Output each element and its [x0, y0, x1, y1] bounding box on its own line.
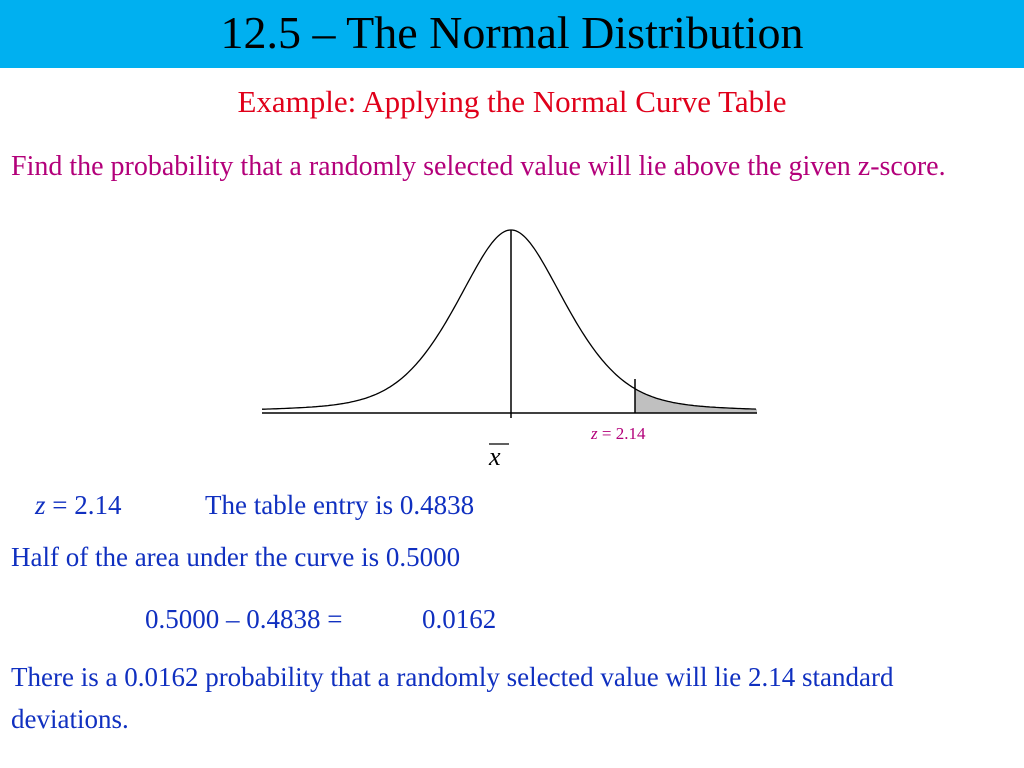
- conclusion: There is a 0.0162 probability that a ran…: [11, 662, 894, 734]
- table-entry: The table entry is 0.4838: [205, 490, 475, 520]
- mean-label: x: [489, 442, 501, 471]
- shaded-tail: [635, 388, 757, 413]
- z-value: = 2.14: [601, 424, 646, 443]
- expression: 0.5000 – 0.4838 =: [145, 604, 343, 634]
- z-symbol: z: [35, 490, 46, 520]
- z-line-text: z = 2.14: [35, 490, 122, 521]
- result: 0.0162: [422, 604, 497, 634]
- z-annotation: z = 2.14: [591, 424, 645, 444]
- slide-subtitle: Example: Applying the Normal Curve Table: [237, 84, 787, 119]
- prompt-text: Find the probability that a randomly sel…: [11, 151, 946, 182]
- z-symbol: z: [591, 424, 598, 443]
- slide-title: 12.5 – The Normal Distribution: [220, 7, 804, 58]
- z-value: = 2.14: [52, 490, 122, 520]
- normal-curve: [262, 229, 757, 410]
- normal-curve-diagram: [262, 229, 757, 445]
- half-area: Half of the area under the curve is 0.50…: [11, 542, 461, 572]
- title-bar: [0, 0, 1024, 68]
